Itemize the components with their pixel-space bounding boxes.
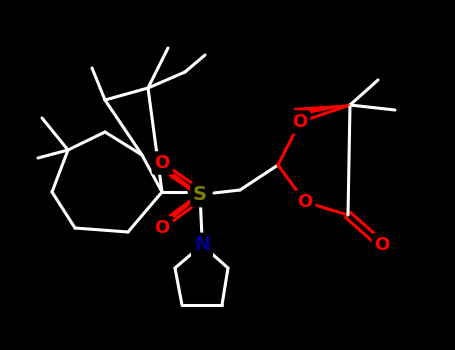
Text: N: N bbox=[194, 236, 210, 254]
Text: O: O bbox=[298, 193, 313, 211]
Text: O: O bbox=[374, 236, 389, 254]
Text: S: S bbox=[193, 186, 207, 204]
Text: O: O bbox=[154, 154, 170, 172]
Polygon shape bbox=[294, 105, 350, 116]
Text: O: O bbox=[293, 113, 308, 131]
Text: O: O bbox=[154, 219, 170, 237]
